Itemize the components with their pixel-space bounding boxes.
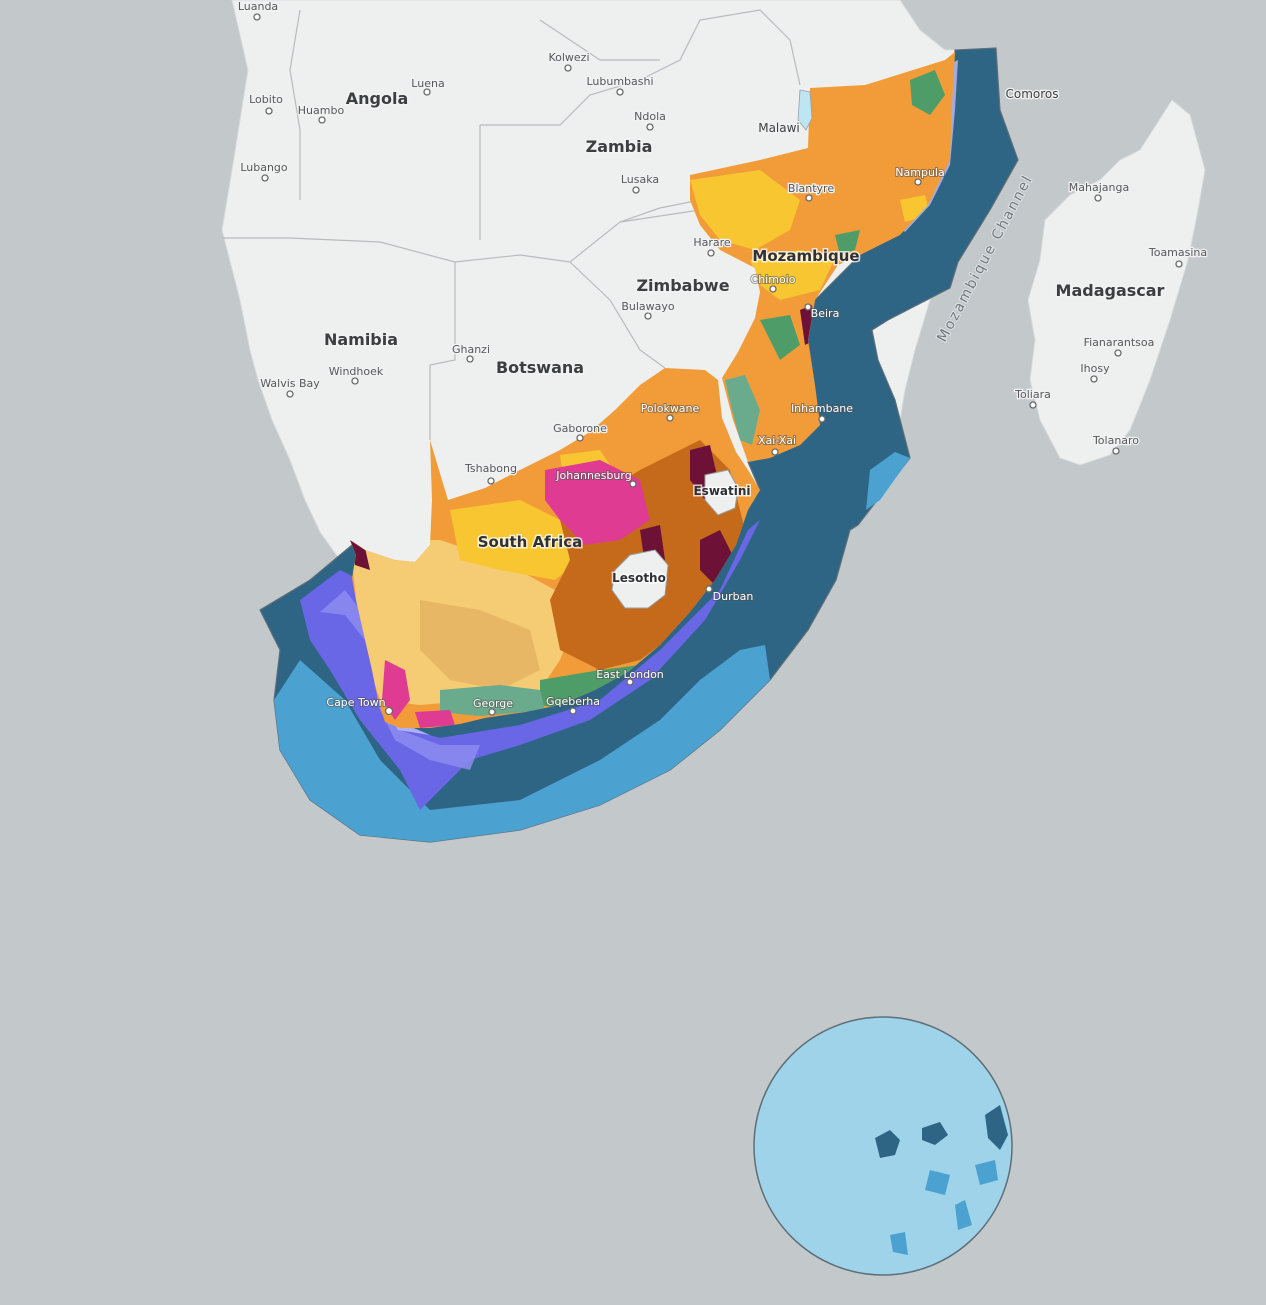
shelf-zone-light — [320, 590, 480, 770]
lake-malawi — [797, 89, 813, 131]
city-label-east-london: East London — [596, 668, 664, 681]
country-label-angola: Angola — [346, 89, 409, 108]
country-label-lesotho: Lesotho — [612, 571, 666, 585]
city-label-blantyre: Blantyre — [788, 182, 834, 195]
country-label-comoros: Comoros — [1005, 87, 1058, 101]
city-label-lubumbashi: Lubumbashi — [586, 75, 653, 88]
city-label-gaborone: Gaborone — [553, 422, 607, 435]
city-label-chimoio: Chimoio — [751, 273, 796, 286]
city-labels: Luanda Lobito Luena Huambo Lubango Kolwe… — [237, 0, 1209, 711]
city-dots — [253, 13, 1183, 716]
city-label-gqeberha: Gqeberha — [546, 695, 600, 708]
city-label-ndola: Ndola — [634, 110, 666, 123]
lesotho-landmass — [611, 549, 669, 609]
city-label-fianarantsoa: Fianarantsoa — [1084, 336, 1155, 349]
city-label-polokwane: Polokwane — [641, 402, 700, 415]
city-label-luena: Luena — [411, 77, 444, 90]
country-label-zambia: Zambia — [586, 137, 653, 156]
city-label-lusaka: Lusaka — [621, 173, 659, 186]
city-label-mahajanga: Mahajanga — [1069, 181, 1129, 194]
country-label-malawi: Malawi — [758, 121, 800, 135]
city-label-toliara: Toliara — [1014, 388, 1051, 401]
city-label-inhambane: Inhambane — [791, 402, 853, 415]
city-label-cape-town: Cape Town — [326, 696, 385, 709]
country-label-zimbabwe: Zimbabwe — [636, 276, 729, 295]
prince-edward-eez[interactable] — [753, 1016, 1013, 1276]
marine-mid-zone — [274, 645, 770, 842]
city-label-harare: Harare — [693, 236, 731, 249]
city-label-ghanzi: Ghanzi — [452, 343, 490, 356]
country-label-eswatini: Eswatini — [693, 484, 750, 498]
city-label-johannesburg: Johannesburg — [555, 469, 631, 482]
eswatini-landmass — [704, 469, 739, 516]
city-label-tshabong: Tshabong — [464, 462, 517, 475]
country-label-south-africa: South Africa — [478, 533, 583, 551]
city-label-luanda: Luanda — [238, 0, 278, 13]
country-label-namibia: Namibia — [324, 330, 398, 349]
city-label-durban: Durban — [713, 590, 754, 603]
city-label-lobito: Lobito — [249, 93, 283, 106]
city-label-nampula: Nampula — [895, 166, 944, 179]
country-borders — [222, 9, 801, 440]
city-label-lubango: Lubango — [240, 161, 288, 174]
city-label-beira: Beira — [811, 307, 840, 320]
city-label-ihosy: Ihosy — [1080, 362, 1110, 375]
city-label-huambo: Huambo — [298, 104, 345, 117]
country-label-botswana: Botswana — [496, 358, 584, 377]
country-labels: Angola Zambia Zimbabwe Namibia Botswana … — [322, 86, 1166, 587]
marine-mid-zone-east — [866, 452, 910, 510]
city-label-kolwezi: Kolwezi — [548, 51, 589, 64]
country-label-mozambique: Mozambique — [752, 247, 859, 265]
country-label-madagascar: Madagascar — [1056, 281, 1165, 300]
city-label-windhoek: Windhoek — [329, 365, 384, 378]
city-label-george: George — [473, 697, 513, 710]
city-label-tolanaro: Tolanaro — [1092, 434, 1139, 447]
city-label-xai-xai: Xai-Xai — [758, 434, 796, 447]
city-label-bulawayo: Bulawayo — [621, 300, 675, 313]
city-label-toamasina: Toamasina — [1148, 246, 1207, 259]
city-label-walvis-bay: Walvis Bay — [260, 377, 320, 390]
madagascar-landmass — [1027, 99, 1206, 466]
